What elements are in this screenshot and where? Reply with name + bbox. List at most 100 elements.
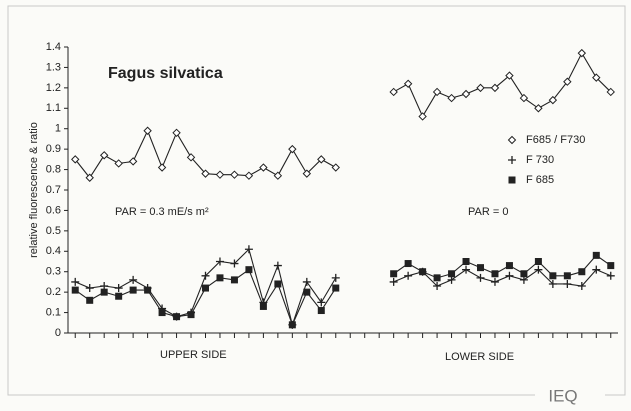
y-tick-label: 0.6 [46, 204, 61, 216]
marker [273, 171, 283, 180]
marker [71, 286, 79, 294]
marker [477, 264, 484, 272]
y-tick-label: 0 [55, 327, 61, 339]
y-tick-label: 1 [55, 123, 61, 135]
annotation: UPPER SIDE [160, 349, 227, 361]
marker [302, 277, 311, 286]
marker [317, 307, 325, 315]
marker [71, 277, 80, 286]
marker [549, 272, 557, 280]
marker [331, 273, 340, 282]
marker [592, 73, 601, 82]
marker [172, 128, 181, 138]
marker [215, 170, 225, 179]
marker [273, 261, 282, 270]
marker [114, 159, 123, 168]
marker [99, 151, 109, 160]
chart-title: Fagus silvatica [108, 65, 223, 82]
y-tick-label: 0.9 [46, 143, 61, 155]
y-tick-label: 1.4 [46, 41, 61, 53]
marker [490, 277, 499, 286]
marker [85, 173, 94, 182]
marker [230, 259, 239, 268]
logo: IEQ [548, 386, 577, 405]
marker [389, 277, 398, 286]
marker [448, 270, 456, 278]
marker [462, 258, 470, 265]
marker [403, 79, 413, 88]
marker [187, 311, 195, 319]
y-tick-label: 1.3 [46, 61, 61, 73]
marker [303, 288, 311, 296]
marker [259, 302, 267, 310]
marker [216, 274, 224, 282]
annotation: PAR = 0 [468, 206, 508, 218]
marker [157, 163, 167, 172]
marker [505, 262, 513, 270]
marker [505, 271, 514, 280]
marker [245, 266, 253, 274]
y-tick-label: 1.2 [46, 82, 61, 94]
marker [186, 153, 196, 162]
marker [563, 279, 572, 288]
legend-label: F 730 [526, 154, 554, 166]
marker [577, 282, 586, 291]
marker [606, 87, 615, 97]
y-tick-label: 0.7 [46, 184, 61, 196]
legend-marker [507, 135, 517, 145]
marker [244, 171, 254, 180]
marker [114, 284, 123, 293]
marker [418, 112, 427, 121]
marker [389, 87, 398, 97]
marker [215, 257, 224, 266]
marker [419, 268, 427, 276]
marker [288, 144, 297, 154]
legend-label: F685 / F730 [526, 134, 585, 146]
marker [244, 245, 253, 254]
marker [173, 313, 181, 321]
marker [259, 163, 268, 172]
y-tick-label: 0.2 [46, 286, 61, 298]
y-tick-label: 0.1 [46, 306, 61, 318]
y-tick-label: 0.3 [46, 266, 61, 278]
marker [128, 157, 138, 166]
marker [520, 270, 528, 278]
legend-label: F 685 [526, 174, 554, 186]
y-axis-label: relative fluorescence & ratio [28, 122, 40, 258]
marker [201, 169, 210, 178]
marker [563, 272, 571, 280]
annotation: LOWER SIDE [445, 351, 514, 363]
marker [288, 321, 296, 329]
marker [317, 155, 326, 164]
marker [331, 163, 340, 172]
y-tick-label: 0.8 [46, 163, 61, 175]
marker [302, 169, 312, 178]
marker [447, 93, 456, 103]
marker [534, 258, 542, 265]
marker [129, 286, 137, 294]
marker [578, 268, 586, 276]
marker [274, 280, 282, 288]
marker [432, 87, 442, 97]
marker [404, 271, 413, 280]
marker [534, 104, 543, 113]
marker [115, 292, 123, 300]
marker [71, 155, 80, 164]
marker [491, 270, 499, 278]
annotation: PAR = 0.3 mE/s m² [115, 206, 209, 218]
marker [404, 260, 412, 268]
marker [476, 83, 485, 93]
marker [433, 282, 442, 291]
marker [100, 288, 108, 296]
marker [230, 276, 238, 284]
marker [158, 309, 166, 317]
marker [592, 251, 600, 259]
marker [490, 83, 500, 93]
frame [7, 5, 626, 396]
legend-marker [508, 156, 516, 164]
marker [592, 265, 601, 274]
marker [476, 273, 485, 282]
y-tick-label: 1.1 [46, 102, 61, 114]
marker [461, 89, 471, 99]
